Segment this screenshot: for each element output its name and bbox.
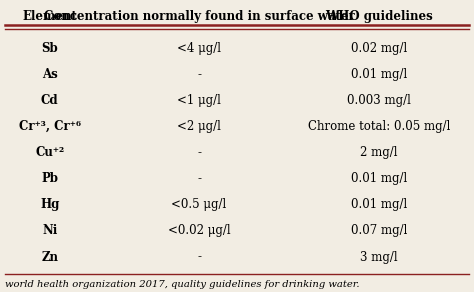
Text: <2 μg/l: <2 μg/l [177,120,221,133]
Text: 0.003 mg/l: 0.003 mg/l [347,94,411,107]
Text: <0.02 μg/l: <0.02 μg/l [168,225,230,237]
Text: Pb: Pb [41,172,58,185]
Text: As: As [42,68,58,81]
Text: Ni: Ni [42,225,57,237]
Text: Zn: Zn [41,251,58,264]
Text: Element: Element [22,10,77,22]
Text: -: - [197,146,201,159]
Text: WHO guidelines: WHO guidelines [325,10,433,22]
Text: world health organization 2017, quality guidelines for drinking water.: world health organization 2017, quality … [5,280,359,289]
Text: Cu⁺²: Cu⁺² [35,146,64,159]
Text: 3 mg/l: 3 mg/l [360,251,398,264]
Text: Concentration normally found in surface water: Concentration normally found in surface … [44,10,355,22]
Text: -: - [197,251,201,264]
Text: 2 mg/l: 2 mg/l [360,146,398,159]
Text: <0.5 μg/l: <0.5 μg/l [172,198,227,211]
Text: Hg: Hg [40,198,59,211]
Text: -: - [197,68,201,81]
Text: Cr⁺³, Cr⁺⁶: Cr⁺³, Cr⁺⁶ [19,120,81,133]
Text: -: - [197,172,201,185]
Text: Sb: Sb [41,41,58,55]
Text: <4 μg/l: <4 μg/l [177,41,221,55]
Text: 0.07 mg/l: 0.07 mg/l [351,225,407,237]
Text: 0.01 mg/l: 0.01 mg/l [351,198,407,211]
Text: 0.02 mg/l: 0.02 mg/l [351,41,407,55]
Text: 0.01 mg/l: 0.01 mg/l [351,68,407,81]
Text: 0.01 mg/l: 0.01 mg/l [351,172,407,185]
Text: <1 μg/l: <1 μg/l [177,94,221,107]
Text: Chrome total: 0.05 mg/l: Chrome total: 0.05 mg/l [308,120,450,133]
Text: Cd: Cd [41,94,59,107]
